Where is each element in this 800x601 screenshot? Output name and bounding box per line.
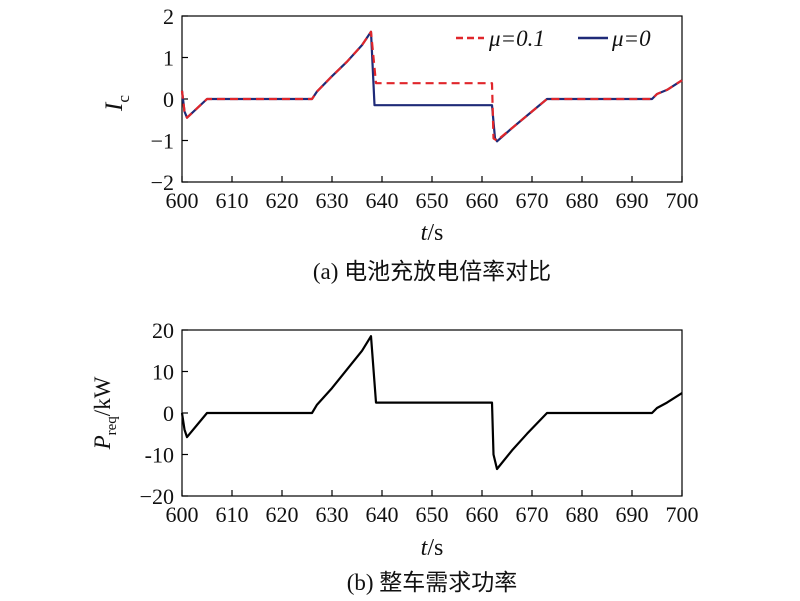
x-tick-label: 620 (266, 502, 299, 527)
x-tick-label: 660 (466, 502, 499, 527)
x-tick-label: 610 (216, 502, 249, 527)
x-tick-label: 680 (566, 502, 599, 527)
x-tick-label: 660 (466, 188, 499, 213)
series-line-01 (180, 30, 683, 142)
y-tick-label: 1 (163, 46, 174, 71)
panel-a-caption: (a) 电池充放电倍率对比 (313, 259, 551, 284)
panel-b-y-label: Preq/kW (90, 376, 120, 450)
y-tick-label: 0 (163, 87, 174, 112)
x-tick-label: 610 (216, 188, 249, 213)
x-tick-label: 670 (516, 188, 549, 213)
y-tick-label: −20 (140, 484, 174, 509)
x-tick-label: 690 (616, 188, 649, 213)
x-tick-label: 630 (316, 188, 349, 213)
x-tick-label: 700 (666, 188, 699, 213)
panel-a-series (180, 30, 683, 143)
x-tick-label: 600 (166, 502, 199, 527)
panel-a-x-ticks: 600 610 620 630 640 650 660 670 680 690 700 (166, 176, 699, 213)
series-line-0 (180, 30, 683, 143)
x-tick-label: 640 (366, 188, 399, 213)
y-tick-label: 20 (152, 318, 174, 343)
panel-a-legend: μ=0.1 μ=0 (456, 26, 651, 51)
x-tick-label: 650 (416, 502, 449, 527)
x-tick-label: 690 (616, 502, 649, 527)
x-tick-label: 630 (316, 502, 349, 527)
y-tick-label: 2 (163, 4, 174, 29)
x-tick-label: 670 (516, 502, 549, 527)
panel-b-caption: (b) 整车需求功率 (347, 570, 518, 595)
x-tick-label: 680 (566, 188, 599, 213)
y-tick-label: −2 (151, 170, 174, 195)
svg-text:Ic: Ic (101, 95, 133, 112)
x-tick-label: 700 (666, 502, 699, 527)
y-tick-label: -10 (145, 443, 174, 468)
panel-b-series (180, 335, 683, 471)
panel-a-y-ticks: 2 1 0 −1 −2 (151, 4, 188, 195)
panel-a: 2 1 0 −1 −2 600 610 620 630 640 650 660 670 680 690 70… (101, 4, 699, 284)
panel-b-x-ticks: 600 610 620 630 640 650 660 670 680 690 700 (166, 490, 699, 527)
y-tick-label: −1 (151, 129, 174, 154)
legend-label-mu-0: μ=0 (611, 26, 651, 51)
x-tick-label: 640 (366, 502, 399, 527)
x-tick-label: 600 (166, 188, 199, 213)
x-tick-label: 620 (266, 188, 299, 213)
y-tick-label: 10 (152, 360, 174, 385)
y-tick-label: 0 (163, 401, 174, 426)
panel-b-x-label: t/s (421, 535, 444, 561)
series-line-power (180, 335, 683, 471)
x-tick-label: 650 (416, 188, 449, 213)
panel-b-y-ticks: 20 10 0 -10 −20 (140, 318, 188, 509)
svg-text:Preq/kW: Preq/kW (90, 376, 120, 450)
panel-a-y-label: Ic (101, 95, 133, 112)
legend-label-mu-0-1: μ=0.1 (488, 26, 545, 51)
panel-a-x-label: t/s (421, 220, 444, 246)
